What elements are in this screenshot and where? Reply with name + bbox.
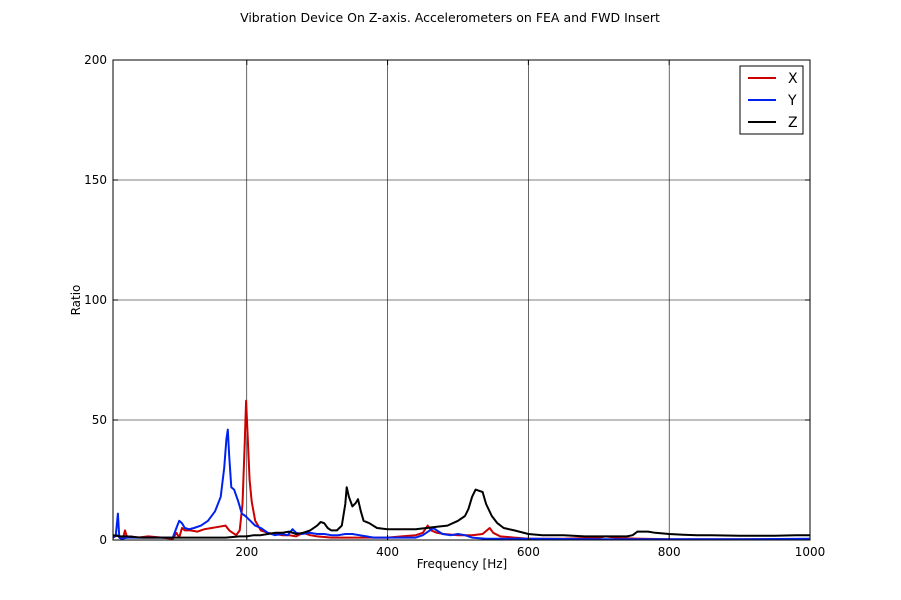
- x-axis-label: Frequency [Hz]: [417, 557, 508, 571]
- legend-label-z: Z: [788, 115, 798, 131]
- y-axis-label: Ratio: [69, 285, 83, 316]
- y-axis: 0 50 100 150 200: [84, 53, 810, 547]
- chart-title: Vibration Device On Z-axis. Acceleromete…: [240, 10, 660, 25]
- y-tick-label: 200: [84, 53, 107, 67]
- y-tick-label: 100: [84, 293, 107, 307]
- x-tick-label: 400: [376, 545, 399, 559]
- series-line-x: [112, 399, 810, 541]
- series-layer: [112, 399, 811, 541]
- grid: [113, 60, 810, 540]
- series-line-y: [112, 428, 811, 541]
- series-line-z: [112, 486, 810, 539]
- x-tick-label: 600: [517, 545, 540, 559]
- y-tick-label: 0: [99, 533, 107, 547]
- legend-label-y: Y: [787, 93, 797, 109]
- x-tick-label: 800: [658, 545, 681, 559]
- x-axis: 200 400 600 800 1000: [235, 60, 825, 559]
- y-tick-label: 150: [84, 173, 107, 187]
- x-tick-label: 200: [235, 545, 258, 559]
- x-tick-label: 1000: [795, 545, 826, 559]
- legend-label-x: X: [788, 71, 798, 87]
- legend: XYZ: [739, 65, 804, 135]
- y-tick-label: 50: [92, 413, 107, 427]
